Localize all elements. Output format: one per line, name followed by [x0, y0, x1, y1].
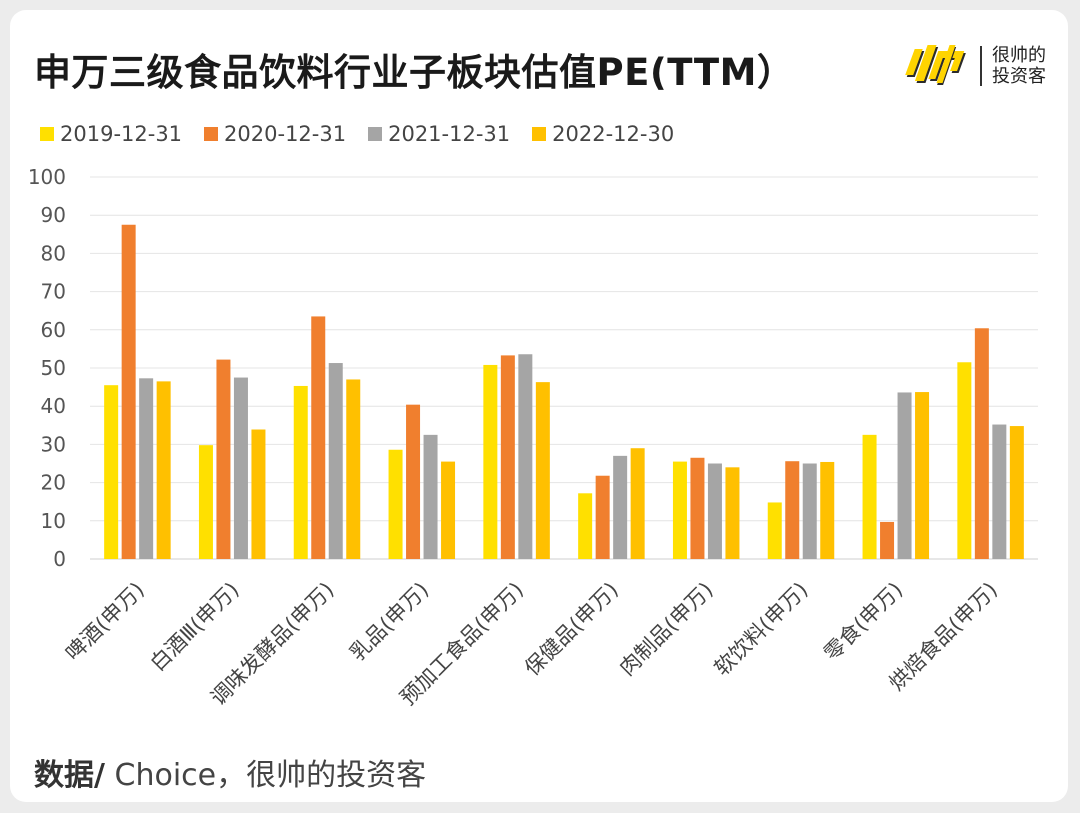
y-tick-label: 0 [53, 547, 66, 571]
source-text: Choice，很帅的投资客 [104, 758, 427, 793]
bar [974, 328, 989, 559]
bar [233, 377, 248, 559]
y-tick-label: 10 [41, 509, 66, 533]
x-tick-label: 保健品(申万) [520, 578, 623, 681]
legend-swatch [368, 127, 383, 141]
page-title: 申万三级食品饮料行业子板块估值PE(TTM） [34, 51, 795, 94]
bar [613, 455, 628, 559]
bar [251, 429, 266, 559]
bar [518, 354, 533, 559]
bar [406, 404, 421, 559]
bar [707, 463, 722, 559]
y-tick-label: 20 [41, 471, 66, 495]
source-note: 数据/ Choice，很帅的投资客 [34, 750, 426, 794]
bar [1009, 426, 1024, 559]
brand-name: 很帅的 投资客 [992, 45, 1046, 87]
bar [156, 381, 171, 559]
legend-label: 2019-12-31 [60, 122, 183, 146]
shuai-logo-icon [905, 45, 966, 85]
legend-item-1: 2020-12-31 [204, 122, 346, 146]
bar [535, 382, 550, 559]
y-tick-label: 100 [28, 165, 66, 189]
bar [897, 392, 912, 559]
x-tick-label: 乳品(申万) [345, 578, 433, 666]
bar [293, 385, 308, 559]
x-tick-label: 啤酒(申万) [61, 578, 149, 666]
bar [880, 521, 895, 559]
y-tick-label: 60 [41, 318, 66, 342]
bar-chart: 0102030405060708090100啤酒(申万)白酒Ⅲ(申万)调味发酵品… [28, 165, 1038, 710]
y-tick-label: 90 [41, 203, 66, 227]
brand-line2: 投资客 [992, 66, 1046, 87]
bar [198, 445, 213, 559]
bar [388, 449, 403, 559]
bar [595, 475, 610, 559]
source-label: 数据/ [34, 758, 105, 793]
bar [311, 316, 326, 559]
x-tick-label: 肉制品(申万) [615, 578, 718, 681]
bar [423, 434, 438, 559]
brand-line1: 很帅的 [992, 45, 1046, 66]
x-tick-label: 白酒Ⅲ(申万) [146, 578, 244, 676]
bar [785, 461, 800, 559]
bar [139, 378, 154, 559]
y-tick-label: 40 [41, 394, 66, 418]
bar [957, 362, 972, 559]
bar [578, 493, 593, 559]
bar [690, 457, 705, 559]
legend-swatch [40, 127, 54, 141]
y-tick-label: 30 [41, 432, 66, 456]
bar [672, 461, 687, 559]
x-tick-label: 软饮料(申万) [710, 578, 813, 681]
bar [104, 385, 119, 559]
legend-item-2: 2021-12-31 [368, 122, 510, 146]
legend-item-0: 2019-12-31 [40, 122, 182, 146]
legend-swatch [532, 127, 547, 141]
bar [483, 364, 498, 559]
bar [500, 355, 515, 559]
bar [725, 467, 740, 559]
bar [915, 392, 930, 559]
y-tick-label: 70 [41, 280, 66, 304]
bar [328, 363, 343, 559]
bar [441, 461, 456, 559]
brand-divider [980, 46, 982, 86]
brand: 很帅的 投资客 [904, 40, 1046, 92]
bar [862, 434, 877, 559]
legend-item-3: 2022-12-30 [532, 122, 674, 146]
y-tick-label: 80 [41, 241, 66, 265]
bar [630, 448, 645, 559]
bar [767, 502, 782, 559]
bar [121, 224, 136, 559]
bar [992, 424, 1007, 559]
legend-swatch [204, 127, 219, 141]
bar [346, 379, 361, 559]
legend-label: 2022-12-30 [552, 122, 675, 146]
bar [820, 461, 835, 559]
chart-legend: 2019-12-31 2020-12-31 2021-12-31 2022-12-30 [40, 122, 674, 146]
legend-label: 2021-12-31 [388, 122, 511, 146]
legend-label: 2020-12-31 [224, 122, 347, 146]
bar [802, 463, 817, 559]
bar [216, 359, 231, 559]
y-tick-label: 50 [41, 356, 66, 380]
x-tick-label: 零食(申万) [819, 578, 907, 666]
